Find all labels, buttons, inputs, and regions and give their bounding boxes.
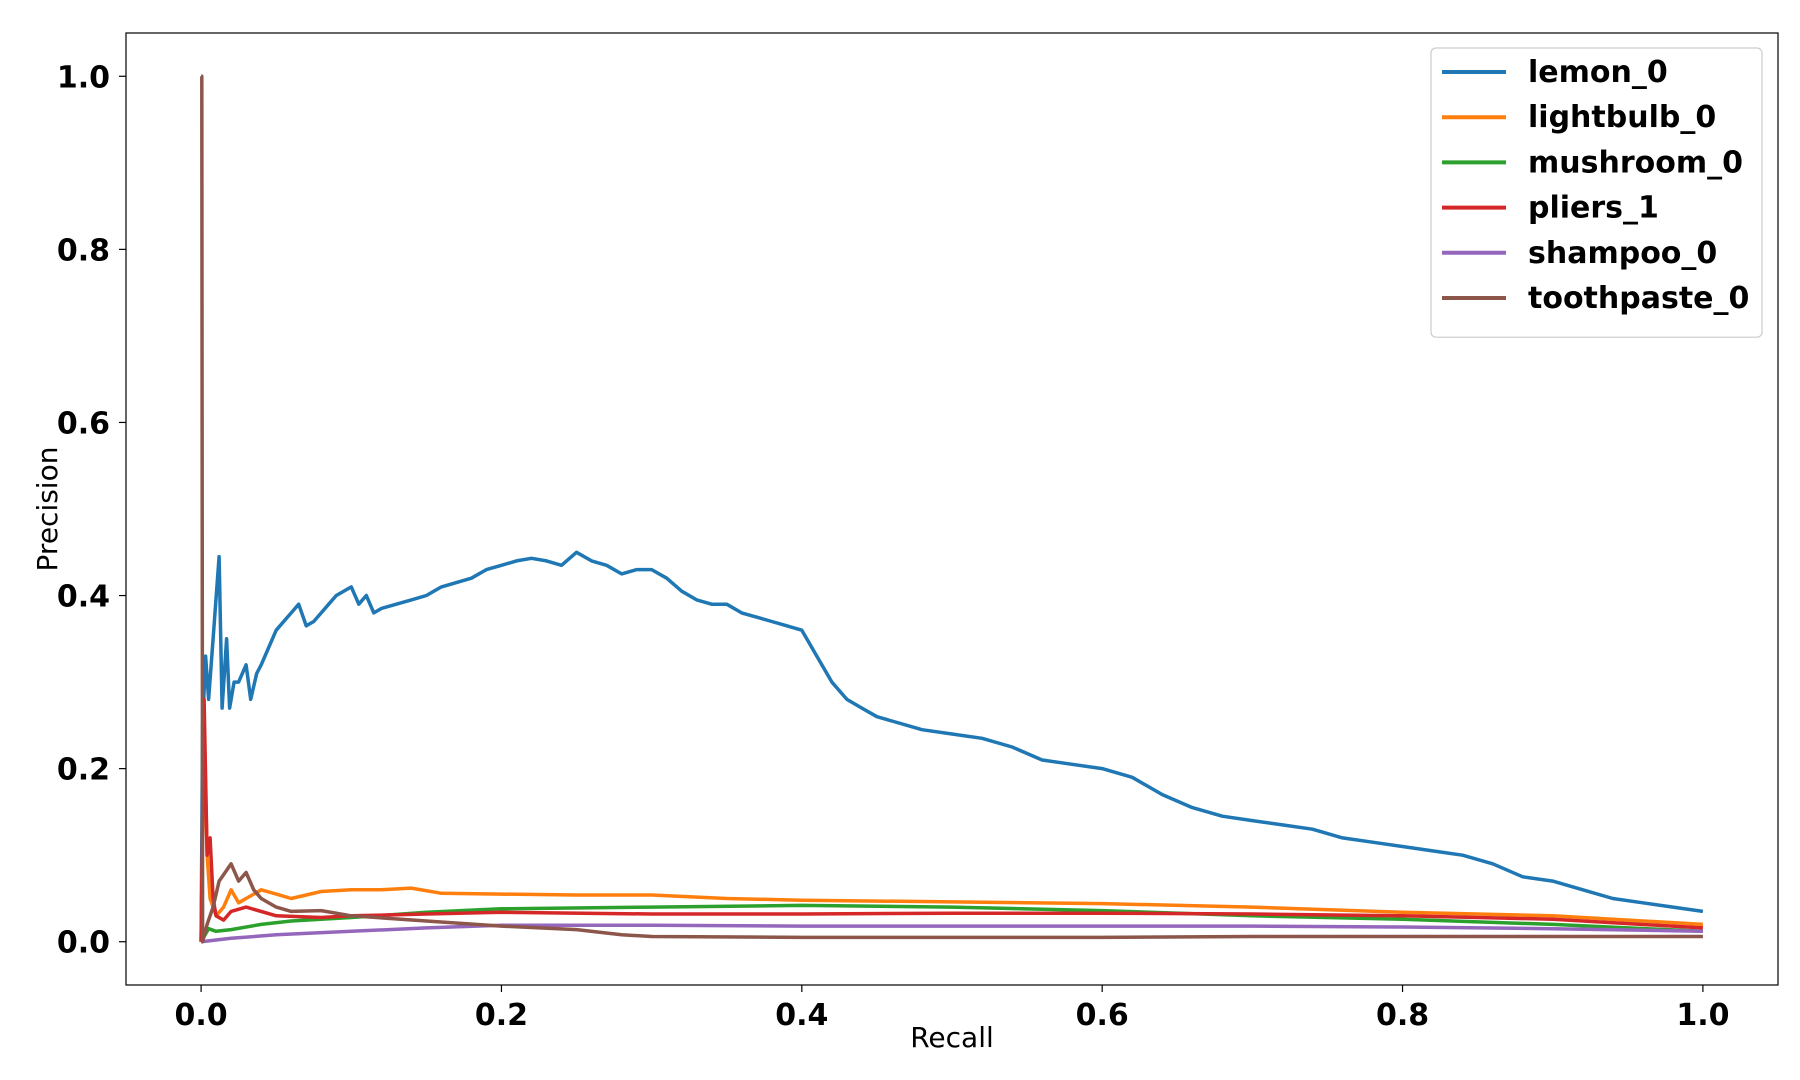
legend-label-toothpaste-0: toothpaste_0 xyxy=(1528,281,1749,316)
series-line-lemon-0 xyxy=(199,550,1704,942)
x-tick-label: 1.0 xyxy=(1676,998,1729,1033)
x-tick-label: 0.0 xyxy=(175,998,228,1033)
legend: lemon_0 lightbulb_0 mushroom_0 pliers_1sham… xyxy=(1430,47,1763,338)
y-tick-label: 0.0 xyxy=(57,926,110,961)
series-line-lightbulb-0 xyxy=(199,723,1704,942)
x-axis-label: Recall xyxy=(910,1021,994,1054)
series-line-mushroom-0 xyxy=(199,903,1703,943)
y-axis-label: Precision xyxy=(31,447,64,572)
y-tick-label: 0.8 xyxy=(57,233,110,268)
axes: 0.0 0.2 0.4 0.6 0.8 1.0 0.0 0.2 0.4 0.6 0.8 1.0 xyxy=(57,60,1730,1033)
legend-label-lemon-0: lemon_0 xyxy=(1528,55,1668,90)
x-tick-label: 0.8 xyxy=(1376,998,1429,1033)
legend-label-lightbulb-0: lightbulb_0 xyxy=(1528,100,1716,135)
series-line-pliers-1 xyxy=(199,697,1704,942)
legend-label-pliers-1: pliers_1 xyxy=(1528,191,1659,226)
legend-label-mushroom-0: mushroom_0 xyxy=(1528,145,1743,180)
x-tick-label: 0.4 xyxy=(775,998,828,1033)
series-line-toothpaste-0 xyxy=(200,74,1703,944)
x-tick-label: 0.6 xyxy=(1076,998,1129,1033)
plot-area-frame xyxy=(125,32,1779,986)
series-line-shampoo-0 xyxy=(200,923,1703,944)
y-tick-label: 0.2 xyxy=(57,753,110,788)
x-tick-label: 0.2 xyxy=(475,998,528,1033)
y-tick-label: 0.6 xyxy=(57,406,110,441)
y-tick-label: 1.0 xyxy=(57,60,110,95)
legend-box xyxy=(1430,47,1763,338)
y-tick-label: 0.4 xyxy=(57,580,110,615)
legend-label-shampoo-0: shampoo_0 xyxy=(1528,236,1717,271)
